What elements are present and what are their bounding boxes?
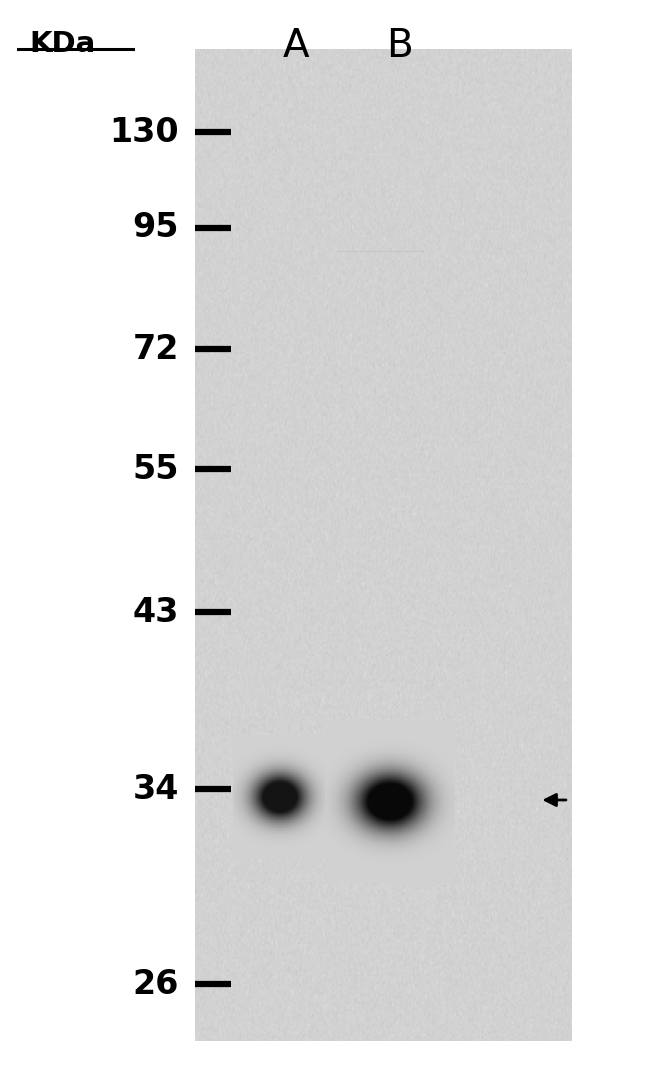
Text: 72: 72 xyxy=(133,333,179,365)
Text: 26: 26 xyxy=(133,968,179,1001)
Text: 55: 55 xyxy=(132,453,179,486)
Text: 34: 34 xyxy=(133,773,179,805)
Text: 95: 95 xyxy=(132,211,179,244)
Text: B: B xyxy=(386,27,413,65)
Text: 43: 43 xyxy=(133,596,179,629)
Text: A: A xyxy=(283,27,309,65)
Text: 130: 130 xyxy=(109,116,179,149)
Text: KDa: KDa xyxy=(29,30,96,59)
